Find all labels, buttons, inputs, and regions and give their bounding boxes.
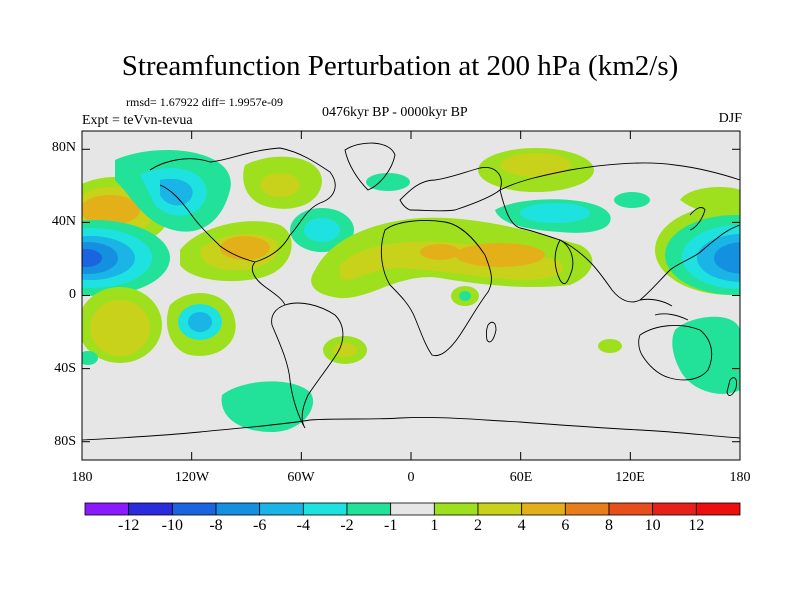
colorbar-label: -8	[209, 517, 223, 534]
lat-tick-0: 0	[69, 287, 76, 302]
colorbar-label: -10	[161, 517, 183, 534]
lon-tick-120e: 120E	[615, 470, 645, 485]
colorbar-label: 10	[644, 517, 661, 534]
axis-ticks	[81, 131, 741, 460]
colorbar-swatch	[259, 502, 304, 516]
colorbar-label: -2	[340, 517, 354, 534]
rmsd-stats: rmsd= 1.67922 diff= 1.9957e-09	[126, 95, 283, 109]
colorbar-swatch	[433, 502, 479, 516]
colorbar-swatch	[695, 502, 741, 516]
colorbar-swatch	[302, 502, 348, 516]
season-label: DJF	[718, 111, 742, 126]
lon-tick-0: 0	[407, 470, 415, 485]
anomaly-n-atlantic	[366, 173, 410, 191]
anomaly-australia	[672, 316, 740, 394]
lon-tick-60e: 60E	[509, 470, 533, 485]
colorbar-swatch	[215, 502, 261, 516]
lat-tick-80n: 80N	[51, 140, 76, 155]
colorbar-swatch	[346, 502, 392, 516]
colorbar-swatch	[652, 502, 697, 516]
lon-tick-180e: 180	[729, 470, 751, 485]
lon-tick-180w: 180	[71, 470, 93, 485]
lon-tick-60w: 60W	[287, 470, 315, 485]
colorbar-label: 2	[474, 517, 482, 534]
lat-tick-40s: 40S	[54, 361, 76, 376]
colorbar-swatch	[608, 502, 654, 516]
colorbar	[84, 502, 741, 516]
lat-tick-40n: 40N	[51, 214, 76, 229]
colorbar-label: 8	[605, 517, 613, 534]
lat-tick-80s: 80S	[54, 434, 76, 449]
colorbar-label: 6	[561, 517, 570, 534]
colorbar-label: 1	[430, 517, 439, 534]
colorbar-label: 12	[688, 517, 705, 534]
colorbar-label: 4	[517, 517, 526, 534]
colorbar-label: -6	[252, 517, 267, 534]
period-label: 0476kyr BP - 0000kyr BP	[322, 105, 468, 120]
colorbar-label: -1	[383, 517, 398, 534]
colorbar-swatch	[128, 502, 173, 516]
colorbar-swatch	[84, 502, 130, 516]
colorbar-swatch	[521, 502, 566, 516]
colorbar-swatch	[171, 502, 217, 516]
colorbar-swatch	[564, 502, 610, 516]
plot-title: Streamfunction Perturbation at 200 hPa (…	[121, 50, 679, 82]
colorbar-swatch	[390, 502, 435, 516]
anomaly-s-ocean	[221, 381, 314, 433]
lon-tick-120w: 120W	[174, 470, 210, 485]
coastlines	[82, 142, 740, 441]
colorbar-label: -4	[296, 517, 310, 534]
colorbar-label: -12	[117, 517, 140, 534]
colorbar-swatch	[477, 502, 523, 516]
experiment-label: Expt = teVvn-tevua	[82, 113, 193, 128]
